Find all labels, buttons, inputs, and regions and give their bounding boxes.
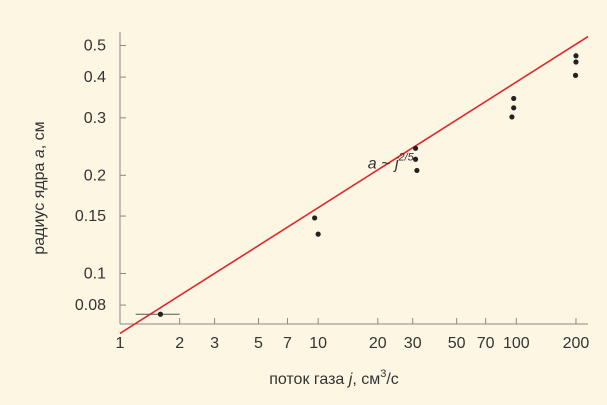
- data-point: [412, 145, 419, 151]
- x-tick-label: 100: [503, 335, 530, 352]
- fit-line: [119, 35, 589, 335]
- x-tick-label: 1: [116, 335, 125, 352]
- x-tick-label: 10: [309, 335, 327, 352]
- y-tick-label: 0.1: [84, 265, 106, 282]
- y-axis-title-var: a: [31, 149, 48, 158]
- x-tick-label: 3: [210, 335, 219, 352]
- data-point: [572, 72, 579, 78]
- y-tick-label: 0.15: [75, 208, 106, 225]
- y-tick-label: 0.5: [84, 38, 106, 55]
- x-axis-title-unit-exp: 3: [380, 368, 386, 380]
- tick-labels: 1 2 3 5 7 10 20 30 50 70 100 200 0.08 0.1 0.15 0.2 0.3 0.…: [75, 38, 590, 352]
- y-tick-label: 0.08: [75, 297, 106, 314]
- data-point: [511, 95, 517, 102]
- data-point: [511, 105, 517, 111]
- data-points: [157, 53, 579, 317]
- axes: [119, 32, 588, 325]
- x-tick-label: 70: [477, 335, 495, 352]
- x-axis-title-prefix: поток газа: [269, 371, 349, 388]
- data-point: [573, 59, 579, 65]
- formula-prefix: a ~: [368, 156, 395, 173]
- data-point: [573, 53, 579, 59]
- data-point: [412, 156, 419, 162]
- data-point: [414, 167, 420, 174]
- x-tick-label: 20: [369, 335, 387, 352]
- data-point: [312, 215, 318, 221]
- x-tick-label: 2: [175, 335, 184, 352]
- x-tick-label: 200: [563, 335, 590, 352]
- data-point: [509, 114, 515, 120]
- formula-annotation: a ~ j2/5: [368, 152, 415, 173]
- data-point: [157, 311, 164, 317]
- x-axis-title-unit: , см: [352, 371, 380, 388]
- x-axis-title: поток газа j, см3/с: [269, 368, 399, 388]
- x-tick-label: 30: [404, 335, 422, 352]
- x-axis-title-unit-tail: /с: [386, 371, 398, 388]
- x-tick-label: 5: [254, 335, 263, 352]
- x-tick-label: 50: [448, 335, 466, 352]
- y-axis-title: радиус ядра a, см: [31, 121, 48, 254]
- y-axis-title-prefix: радиус ядра: [31, 158, 48, 255]
- formula-exponent: 2/5: [398, 152, 415, 164]
- fit-line-layer: [119, 35, 589, 335]
- x-tick-label: 7: [283, 335, 292, 352]
- y-tick-label: 0.4: [84, 69, 106, 86]
- formula-base: j: [393, 156, 399, 173]
- data-point: [315, 231, 321, 237]
- x-axis-title-var: j: [347, 371, 353, 388]
- y-tick-label: 0.2: [84, 167, 106, 184]
- y-tick-label: 0.3: [84, 110, 106, 127]
- y-axis-title-suffix: , см: [31, 121, 48, 149]
